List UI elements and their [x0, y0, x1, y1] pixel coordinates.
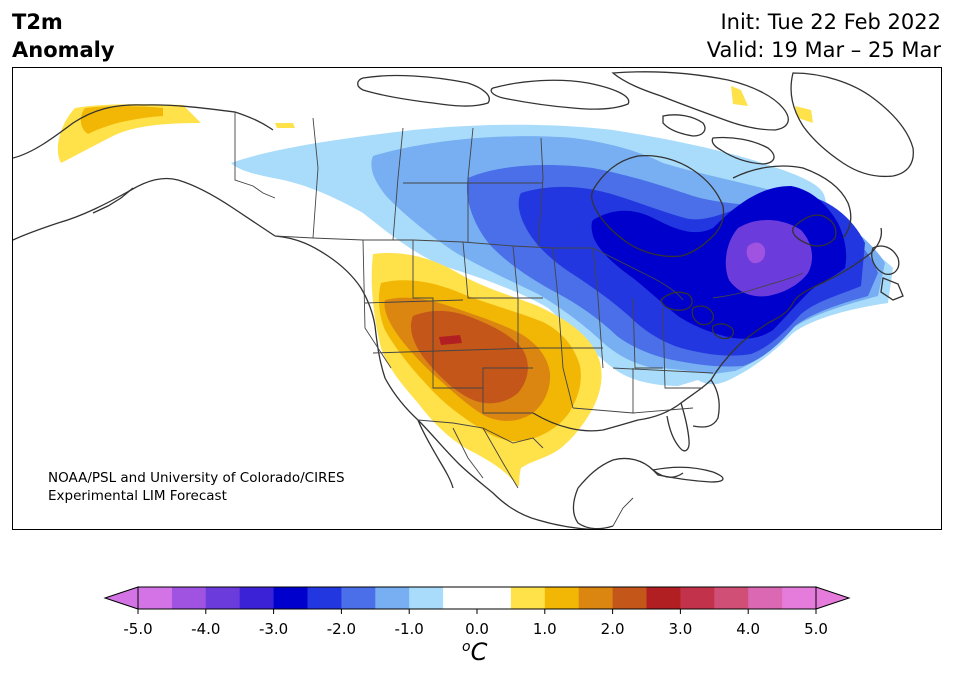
colorbar-cell — [510, 587, 546, 609]
colorbar-tick-label: 2.0 — [600, 620, 625, 638]
colorbar-cell — [171, 587, 207, 609]
warm-greenland-2 — [795, 106, 813, 123]
init-date: Init: Tue 22 Feb 2022 — [720, 10, 941, 34]
colorbar-cell — [409, 587, 444, 609]
colorbar-tick-label: -1.0 — [394, 620, 424, 638]
warm-alaska-2 — [80, 106, 163, 134]
forecast-dates: Init: Tue 22 Feb 2022 Valid: 19 Mar – 25… — [707, 8, 941, 64]
map-panel — [12, 67, 942, 530]
warm-band-4 — [410, 310, 528, 404]
colorbar-cell — [714, 587, 749, 609]
colorbar-tick-label: 4.0 — [736, 620, 761, 638]
map-title: T2m Anomaly — [12, 8, 115, 64]
colorbar-cell — [239, 587, 275, 609]
title-line-1: T2m — [12, 10, 63, 34]
colorbar-cells — [138, 587, 817, 609]
colorbar-tick-label: 1.0 — [532, 620, 557, 638]
colorbar-cell — [612, 587, 647, 609]
cold-purple-1 — [725, 219, 813, 297]
cold-purple-2 — [746, 242, 766, 264]
colorbar-cell — [544, 587, 580, 609]
colorbar-cell — [443, 587, 478, 609]
unit-celsius: C — [470, 638, 488, 666]
warm-greenland-1 — [731, 86, 748, 106]
colorbar-tick-label: -5.0 — [123, 620, 153, 638]
warm-core — [439, 335, 462, 345]
colorbar-ticks — [137, 609, 817, 614]
colorbar-extend-high — [815, 586, 851, 610]
colorbar-cell — [375, 587, 410, 609]
colorbar-unit: oC — [462, 638, 487, 666]
colorbar-cell — [205, 587, 241, 609]
colorbar-tick-label: -4.0 — [191, 620, 221, 638]
valid-range: Valid: 19 Mar – 25 Mar — [706, 38, 941, 62]
colorbar-tick-label: -3.0 — [258, 620, 289, 638]
credit-text: NOAA/PSL and University of Colorado/CIRE… — [48, 469, 345, 505]
coastlines — [13, 71, 914, 529]
colorbar-cell — [273, 587, 308, 609]
colorbar-tick-label: 0.0 — [465, 620, 489, 638]
warm-greenland-3 — [275, 123, 295, 128]
colorbar-cell — [578, 587, 614, 609]
anomaly-map — [13, 71, 914, 529]
political-borders — [234, 112, 804, 527]
colorbar-tick-label: -2.0 — [326, 620, 357, 638]
colorbar-tick-label: 5.0 — [804, 620, 828, 638]
colorbar-cell — [680, 587, 715, 609]
colorbar-cell — [782, 587, 817, 609]
colorbar-tick-label: 3.0 — [668, 620, 693, 638]
colorbar-cell — [748, 587, 783, 609]
colorbar-cell — [138, 587, 173, 609]
colorbar-cell — [307, 587, 342, 609]
credit-line-2: Experimental LIM Forecast — [48, 488, 227, 504]
unit-degree: o — [462, 639, 471, 655]
colorbar-cell — [646, 587, 681, 609]
colorbar-extend-low — [103, 586, 139, 610]
title-line-2: Anomaly — [12, 38, 115, 62]
colorbar — [103, 586, 851, 614]
credit-line-1: NOAA/PSL and University of Colorado/CIRE… — [48, 470, 345, 486]
colorbar-cell — [477, 587, 512, 609]
colorbar-cell — [341, 587, 376, 609]
